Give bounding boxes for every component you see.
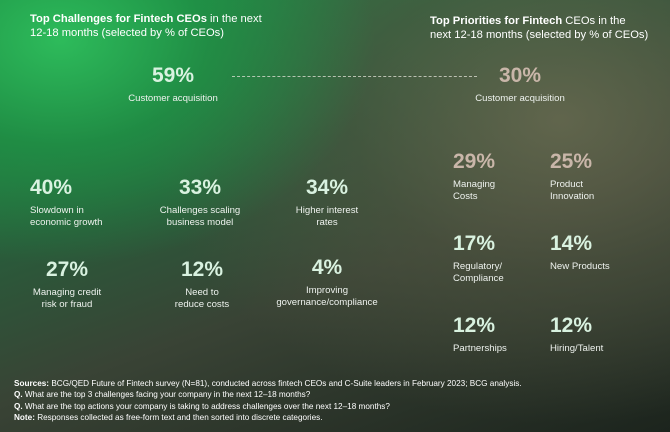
challenge-label-line: risk or fraud (41, 299, 93, 310)
priorities-heading-line2: next 12-18 months (selected by % of CEOs… (430, 29, 649, 41)
priority-label-line: Costs (453, 191, 478, 202)
challenges-heading-line2: 12-18 months (selected by % of CEOs) (30, 27, 225, 39)
question-2-line: Q. What are the top actions your company… (14, 401, 659, 412)
priority-value: 14% (550, 232, 593, 255)
priority-value: 12% (550, 314, 593, 337)
question-1-label: Q. (14, 390, 23, 400)
challenge-label-line: Slowdown in (30, 205, 84, 216)
priority-label-line: New Products (550, 261, 610, 272)
note-text: Responses collected as free-form text an… (34, 412, 323, 422)
challenge-value: 34% (305, 176, 349, 199)
priority-stat: 29% Managing Costs (453, 150, 543, 203)
sources-label: Sources: (14, 379, 50, 388)
challenge-stat: 12% Need to reduce costs (147, 258, 257, 311)
challenge-label-line: Higher interest (295, 205, 359, 216)
challenge-label-line: governance/compliance (276, 297, 378, 308)
priorities-heading-rest: CEOs in the (562, 15, 626, 27)
challenge-label-line: reduce costs (174, 299, 230, 310)
priority-label-line: Innovation (550, 191, 595, 202)
sources-text: BCG/QED Future of Fintech survey (N=81),… (49, 379, 522, 388)
challenge-value: 40% (30, 176, 73, 199)
priority-stat: 12% Hiring/Talent (550, 314, 650, 355)
challenge-stat: 27% Managing credit risk or fraud (12, 258, 122, 311)
priority-value: 25% (550, 150, 593, 173)
footnotes: Sources: BCG/QED Future of Fintech surve… (14, 378, 659, 423)
priority-stat: 30% Customer acquisition (455, 64, 585, 105)
priority-stat: 12% Partnerships (453, 314, 543, 355)
priority-label-line: Regulatory/ (453, 261, 503, 272)
challenge-label-line: business model (166, 217, 234, 228)
sources-line: Sources: BCG/QED Future of Fintech surve… (14, 378, 659, 389)
priority-label-line: Managing (453, 179, 496, 190)
challenge-value: 27% (45, 258, 89, 281)
priority-label-line: Hiring/Talent (550, 343, 604, 354)
challenges-heading-bold: Top Challenges for Fintech CEOs (30, 13, 207, 25)
priority-stat: 14% New Products (550, 232, 650, 273)
challenge-value: 59% (151, 64, 195, 87)
priorities-heading-bold: Top Priorities for Fintech (430, 15, 563, 27)
challenge-label-line: Challenges scaling (159, 205, 241, 216)
challenge-stat: 4% Improving governance/compliance (262, 256, 392, 309)
priority-label-line: Compliance (453, 273, 504, 284)
connector-dashed-line (232, 76, 477, 77)
priority-value: 30% (498, 64, 542, 87)
challenge-label-line: Customer acquisition (128, 93, 218, 104)
challenges-heading-rest: in the next (206, 13, 262, 25)
priority-value: 29% (453, 150, 496, 173)
priority-value: 17% (453, 232, 496, 255)
priority-stat: 17% Regulatory/ Compliance (453, 232, 543, 285)
challenge-value: 12% (180, 258, 224, 281)
note-line: Note: Responses collected as free-form t… (14, 412, 659, 423)
challenge-label-line: Improving (305, 285, 349, 296)
priority-label-line: Partnerships (453, 343, 507, 354)
question-1-text: What are the top 3 challenges facing you… (22, 390, 311, 400)
note-label: Note: (14, 412, 35, 422)
challenge-stat: 33% Challenges scaling business model (140, 176, 260, 229)
challenge-label-line: Need to (185, 287, 219, 298)
priority-label-line: Customer acquisition (475, 93, 565, 104)
challenge-label-line: Managing credit (32, 287, 102, 298)
priority-value: 12% (453, 314, 496, 337)
challenge-value: 4% (311, 256, 343, 279)
priorities-heading: Top Priorities for Fintech CEOs in the n… (430, 14, 648, 42)
question-2-label: Q. (14, 401, 23, 411)
challenge-value: 33% (178, 176, 222, 199)
priority-label-line: Product (550, 179, 584, 190)
challenge-stat: 40% Slowdown in economic growth (30, 176, 140, 229)
challenge-stat: 34% Higher interest rates (272, 176, 382, 229)
challenge-label-line: economic growth (30, 217, 103, 228)
priority-stat: 25% Product Innovation (550, 150, 650, 203)
question-2-text: What are the top actions your company is… (22, 401, 390, 411)
challenges-heading: Top Challenges for Fintech CEOs in the n… (30, 12, 262, 40)
challenge-label-line: rates (316, 217, 338, 228)
question-1-line: Q. What are the top 3 challenges facing … (14, 389, 659, 400)
challenge-stat: 59% Customer acquisition (118, 64, 228, 105)
